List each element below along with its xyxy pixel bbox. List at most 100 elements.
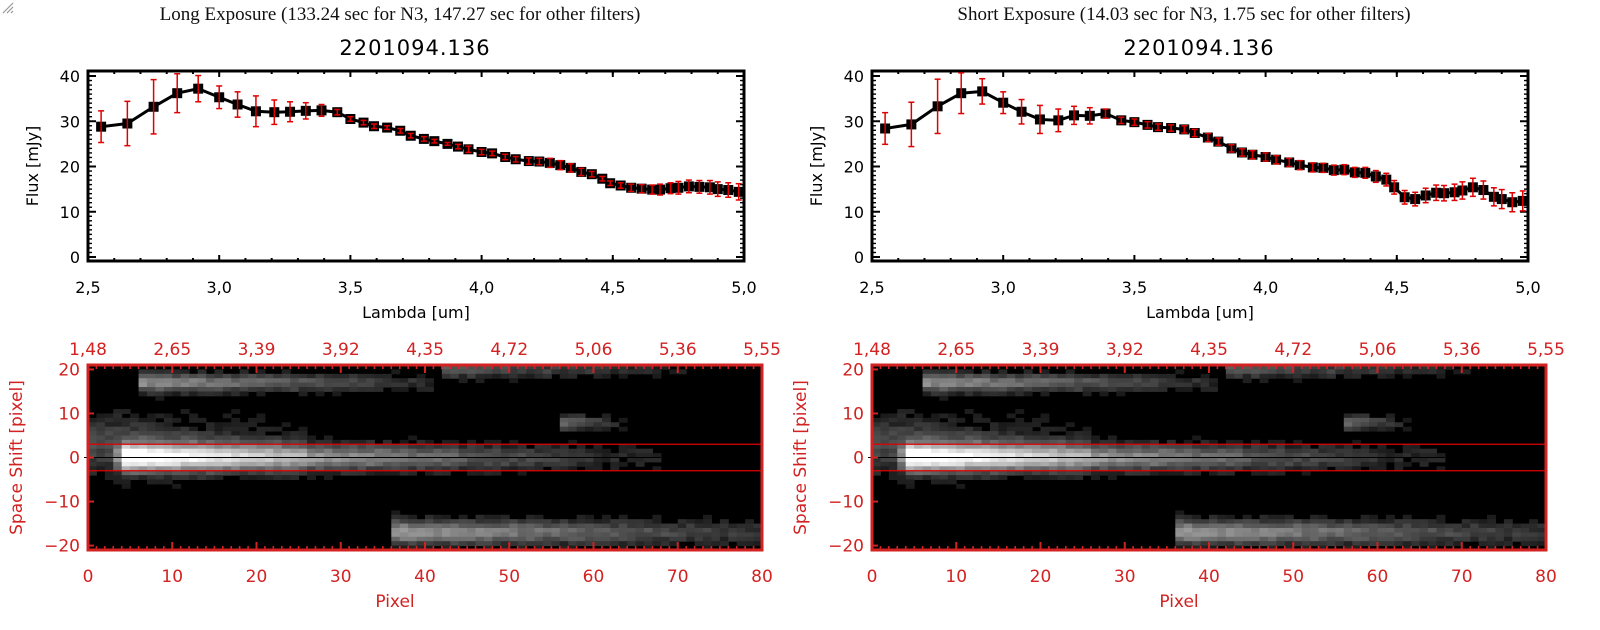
image-pixel [197,369,207,375]
image-pixel [1276,541,1286,547]
image-pixel [998,453,1008,458]
image-pixel [264,439,274,445]
image-pixel [635,448,645,454]
image-pixel [568,417,578,423]
image-pixel [273,378,283,384]
image-pixel [1217,444,1227,450]
image-pixel [939,422,949,428]
image-pixel [1428,527,1437,533]
image-pixel [1503,523,1513,529]
image-pixel [1428,369,1437,375]
image-pixel [1032,448,1042,454]
y-tick-label: −10 [44,493,80,513]
image-pixel [998,470,1008,476]
image-pixel [205,457,215,463]
image-pixel [964,431,974,436]
image-pixel [366,439,375,445]
image-pixel [467,461,477,467]
image-pixel [163,431,173,436]
image-pixel [248,444,258,450]
image-pixel [1360,541,1370,547]
image-pixel [155,457,165,463]
image-pixel [517,466,527,472]
image-pixel [897,453,907,458]
image-pixel [1369,417,1379,423]
image-pixel [408,519,418,525]
image-pixel [1150,466,1159,472]
image-pixel [576,365,586,370]
image-pixel [956,435,966,441]
image-pixel [1200,448,1210,454]
image-pixel [1251,536,1261,542]
image-pixel [1318,369,1328,375]
image-pixel [585,541,595,547]
image-pixel [601,422,611,428]
image-pixel [273,435,283,441]
resize-grip-icon[interactable] [0,0,14,14]
image-pixel [382,382,392,388]
image-pixel [163,417,173,423]
image-pixel [1267,373,1277,379]
image-pixel [382,461,392,467]
image-pixel [1343,523,1353,529]
image-pixel [1200,373,1210,379]
image-pixel [964,453,974,458]
image-pixel [298,435,308,441]
image-pixel [635,527,645,533]
image-pixel [897,475,907,481]
image-pixel [1074,444,1084,450]
image-pixel [956,417,966,423]
image-pixel [1133,453,1143,458]
image-pixel [155,426,165,432]
image-pixel [1099,448,1109,454]
image-pixel [1461,536,1471,542]
image-pixel [391,523,401,529]
image-pixel [1520,527,1530,533]
image-pixel [1377,373,1387,379]
image-pixel [231,382,241,388]
image-pixel [736,541,746,547]
image-pixel [214,475,224,481]
image-pixel [1259,448,1269,454]
image-pixel [880,413,890,419]
image-pixel [425,382,434,388]
image-pixel [652,466,662,472]
image-pixel [172,391,182,397]
image-pixel [593,448,603,454]
image-pixel [130,417,140,423]
image-pixel [618,536,628,542]
image-pixel [1436,373,1446,379]
image-pixel [96,439,106,445]
image-pixel [1242,448,1252,454]
image-pixel [492,444,502,450]
image-pixel [130,470,140,476]
image-pixel [1133,439,1143,445]
image-pixel [1006,461,1016,467]
image-pixel [1487,519,1496,525]
image-pixel [1478,541,1488,547]
image-pixel [1116,382,1126,388]
image-pixel [1284,541,1294,547]
image-pixel [686,519,696,525]
image-pixel [1175,466,1185,472]
image-pixel [483,532,493,538]
image-pixel [391,545,401,551]
image-pixel [500,365,510,370]
image-pixel [340,457,350,463]
image-pixel [88,435,97,441]
image-pixel [399,536,409,542]
image-pixel [1141,470,1151,476]
image-pixel [635,541,645,547]
x-tick-label: 3,5 [1122,278,1147,297]
image-pixel [1141,444,1151,450]
image-pixel [517,527,527,533]
image-pixel [239,373,249,379]
image-pixel [1166,444,1176,450]
image-pixel [1318,457,1328,463]
image-pixel [930,466,940,472]
image-pixel [264,378,274,384]
image-pixel [593,369,603,375]
image-pixel [1082,444,1092,450]
image-pixel [163,387,173,392]
image-pixel [644,527,653,533]
